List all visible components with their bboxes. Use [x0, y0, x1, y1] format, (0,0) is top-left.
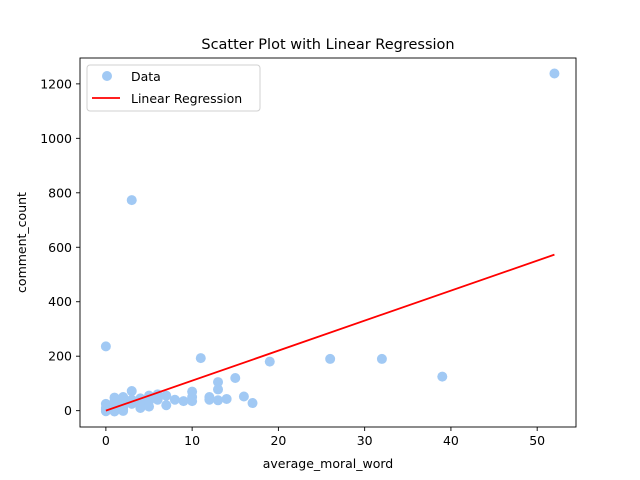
y-tick-label-1000: 1000	[40, 131, 72, 146]
data-point-48	[437, 371, 448, 382]
x-axis-label: average_moral_word	[263, 456, 394, 471]
chart-title: Scatter Plot with Linear Regression	[201, 37, 454, 53]
data-point-4	[100, 406, 111, 417]
legend-box	[86, 64, 261, 112]
data-point-46	[325, 353, 336, 364]
data-point-28	[161, 390, 172, 401]
data-point-30	[169, 394, 180, 405]
data-point-44	[247, 398, 258, 409]
legend: Data Linear Regression	[86, 64, 261, 112]
data-point-31	[178, 396, 189, 407]
y-tick-label-400: 400	[48, 294, 72, 309]
legend-data-label: Data	[131, 69, 161, 84]
legend-data-marker	[102, 71, 112, 81]
data-point-27	[152, 394, 163, 405]
y-tick-label-800: 800	[48, 185, 72, 200]
data-point-41	[221, 393, 232, 404]
regression-line	[105, 253, 555, 412]
data-point-17	[126, 386, 137, 397]
plot-area-frame	[79, 57, 577, 428]
data-points	[100, 68, 560, 417]
legend-regression-label: Linear Regression	[131, 91, 242, 106]
x-tick-label-30: 30	[357, 433, 373, 448]
data-point-29	[161, 400, 172, 411]
x-tick-label-40: 40	[443, 433, 459, 448]
data-point-43	[238, 391, 249, 402]
y-axis: 0 200 400 600 800 1000 1200	[40, 76, 80, 418]
data-point-37	[204, 394, 215, 405]
x-axis: 0 10 20 30 40 50	[102, 427, 545, 448]
x-tick-label-10: 10	[184, 433, 200, 448]
data-point-35	[195, 353, 206, 364]
data-point-15	[118, 405, 129, 416]
data-point-34	[187, 396, 198, 407]
data-point-45	[264, 356, 275, 367]
data-point-49	[549, 68, 560, 79]
y-tick-label-0: 0	[64, 403, 72, 418]
data-point-40	[213, 395, 224, 406]
x-tick-label-0: 0	[102, 433, 110, 448]
data-point-16	[126, 195, 137, 206]
y-tick-label-1200: 1200	[40, 76, 72, 91]
data-point-38	[213, 377, 224, 388]
data-point-0	[100, 341, 111, 352]
y-tick-label-200: 200	[48, 349, 72, 364]
data-point-47	[376, 353, 387, 364]
y-tick-label-600: 600	[48, 240, 72, 255]
data-point-22	[135, 402, 146, 413]
x-tick-label-50: 50	[529, 433, 545, 448]
y-axis-label: comment_count	[14, 192, 29, 293]
data-point-25	[144, 401, 155, 412]
x-tick-label-20: 20	[270, 433, 286, 448]
data-point-42	[230, 372, 241, 383]
data-point-39	[213, 384, 224, 395]
regression-layer	[105, 253, 555, 412]
